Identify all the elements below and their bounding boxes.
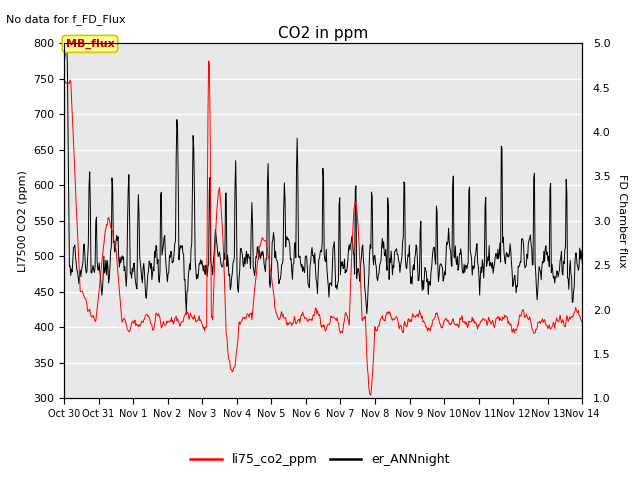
Title: CO2 in ppm: CO2 in ppm	[278, 25, 369, 41]
Text: No data for f_FD_Flux: No data for f_FD_Flux	[6, 14, 126, 25]
Text: MB_flux: MB_flux	[66, 39, 115, 49]
Y-axis label: LI7500 CO2 (ppm): LI7500 CO2 (ppm)	[17, 170, 28, 272]
Legend: li75_co2_ppm, er_ANNnight: li75_co2_ppm, er_ANNnight	[186, 448, 454, 471]
Y-axis label: FD Chamber flux: FD Chamber flux	[617, 174, 627, 268]
